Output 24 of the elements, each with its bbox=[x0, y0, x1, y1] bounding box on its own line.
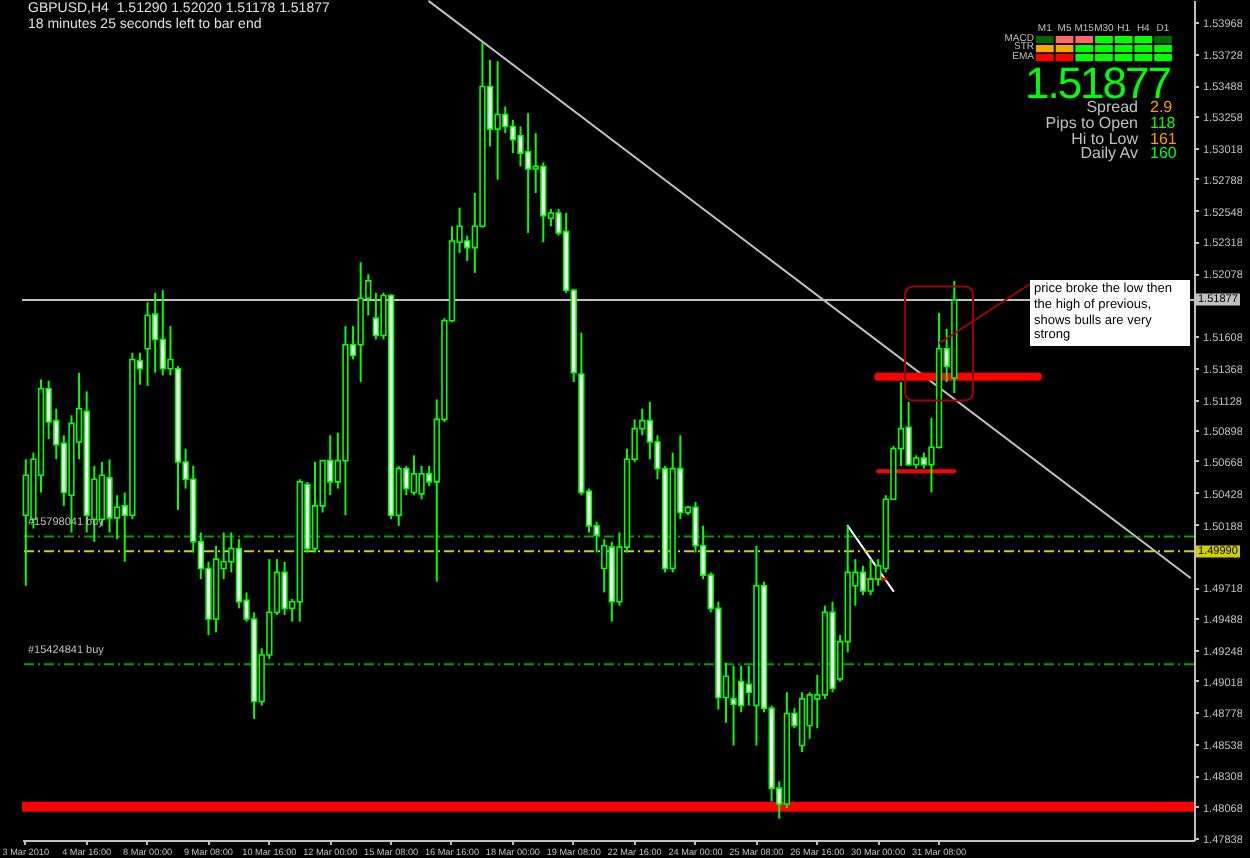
annotation: 161 bbox=[1150, 129, 1177, 147]
annotation: 2.9 bbox=[1150, 98, 1173, 116]
candlestick bbox=[798, 691, 806, 754]
candlestick bbox=[524, 112, 532, 234]
candlestick bbox=[106, 458, 113, 534]
candlestick bbox=[494, 60, 501, 181]
candlestick bbox=[144, 301, 151, 388]
annotation: 160 bbox=[1150, 144, 1177, 162]
candlestick bbox=[730, 664, 737, 747]
annotation: Hi to Low bbox=[1071, 129, 1138, 147]
annotation: Daily Av bbox=[1080, 144, 1138, 162]
candlestick bbox=[159, 289, 166, 377]
candlestick bbox=[357, 261, 364, 384]
candlestick bbox=[281, 560, 288, 617]
annotation: Spread bbox=[1086, 98, 1138, 116]
candlestick bbox=[502, 105, 509, 135]
candlestick bbox=[22, 458, 29, 587]
candlestick bbox=[410, 454, 418, 497]
candlestick bbox=[867, 558, 874, 597]
annotation: 118 bbox=[1150, 114, 1176, 132]
candlestick bbox=[311, 460, 319, 554]
annotation: Pips to Open bbox=[1045, 114, 1138, 132]
candlestick bbox=[859, 564, 867, 597]
candlestick bbox=[372, 291, 380, 341]
